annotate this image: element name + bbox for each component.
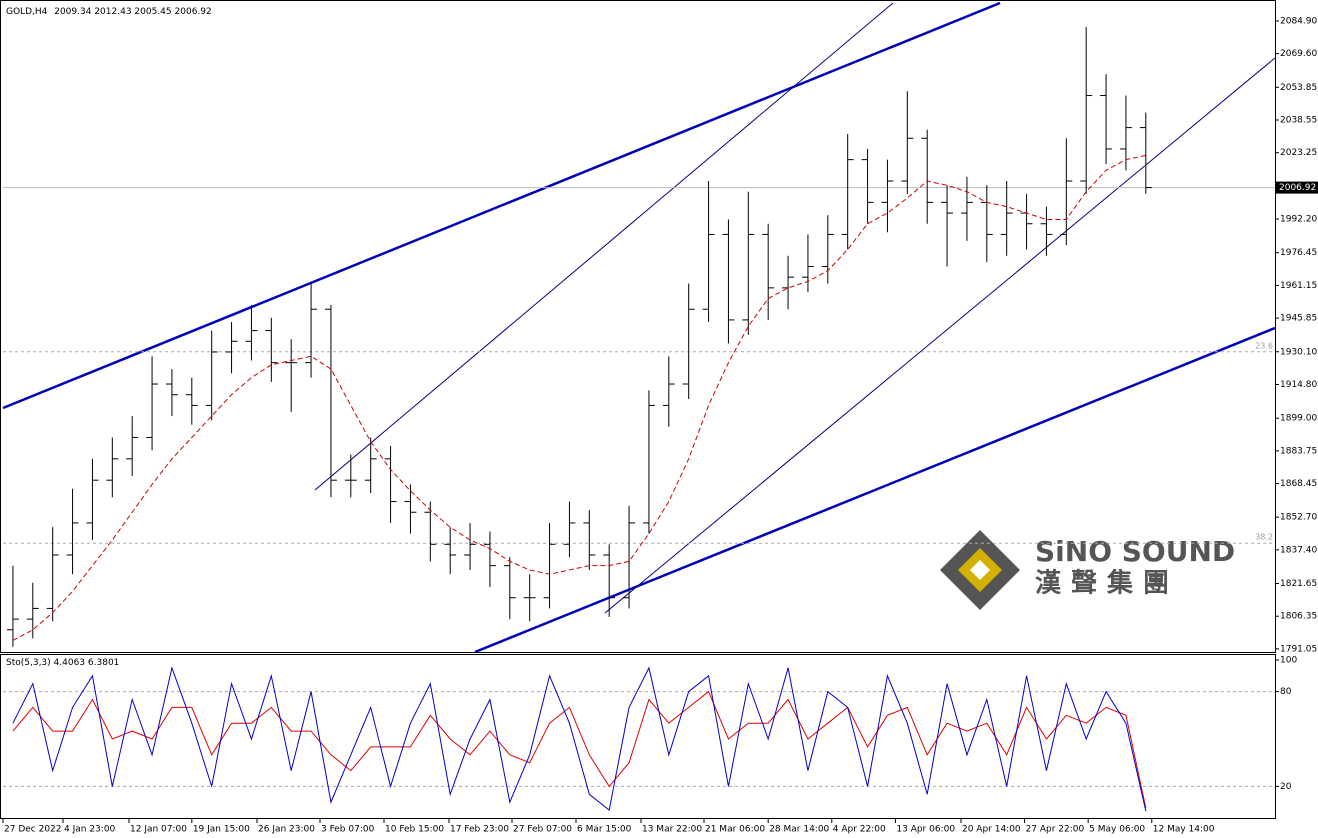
price-tag-label: 2006.92 <box>1279 183 1316 193</box>
quote-low: 2005.45 <box>134 7 171 17</box>
trendline <box>604 57 1275 614</box>
stochastic-line <box>12 666 1147 812</box>
x-tick-label: 6 Mar 15:00 <box>577 825 632 835</box>
x-tick-label: 21 Mar 06:00 <box>705 825 765 835</box>
fib-label: 38.2 <box>1255 533 1273 542</box>
y-tick-label: 1791.05 <box>1280 644 1317 654</box>
y-tick-label: 2069.60 <box>1280 49 1317 59</box>
x-tick-label: 4 Apr 22:00 <box>833 825 886 835</box>
y-tick-label: 1806.35 <box>1280 612 1317 622</box>
y-tick-label: 20 <box>1280 782 1292 792</box>
main-last: 4.4063 <box>54 658 86 668</box>
trendline <box>314 2 894 491</box>
quote-open: 2009.34 <box>54 7 91 17</box>
channel-upper <box>2 1 1001 410</box>
indicator-header: Sto(5,3,3) 4.4063 6.3801 <box>6 658 119 668</box>
y-tick-label: 2053.85 <box>1280 83 1317 93</box>
moving-average <box>12 154 1146 641</box>
y-tick-label: 1837.40 <box>1280 545 1317 555</box>
plot: 23.6 38.2 <box>3 27 1275 647</box>
y-tick-label: 2038.55 <box>1280 115 1317 125</box>
y-tick-label: 1961.15 <box>1280 281 1317 291</box>
logo-core <box>970 560 990 580</box>
chart-header: GOLD,H4 2009.34 2012.43 2005.45 2006.92 <box>6 7 212 17</box>
y-tick-label: 1914.80 <box>1280 380 1317 390</box>
indicator-name: Sto(5,3,3) <box>6 658 51 668</box>
x-tick-label: 27 Dec 2022 <box>4 825 62 835</box>
x-tick-label: 13 Mar 22:00 <box>642 825 702 835</box>
x-tick-label: 13 Apr 06:00 <box>896 825 955 835</box>
x-tick-label: 20 Apr 14:00 <box>962 825 1021 835</box>
y-tick-label: 80 <box>1280 687 1292 697</box>
fib-label: 23.6 <box>1255 341 1273 350</box>
x-tick-label: 27 Feb 07:00 <box>513 825 572 835</box>
symbol: GOLD,H4 <box>6 7 48 17</box>
y-tick-label: 1852.70 <box>1280 513 1317 523</box>
x-tick-label: 12 May 14:00 <box>1153 825 1215 835</box>
indicator-plot <box>3 666 1275 812</box>
x-tick-label: 26 Jan 23:00 <box>258 825 315 835</box>
watermark-name: SiNO SOUND <box>1035 535 1235 568</box>
y-tick-label: 2084.90 <box>1280 16 1317 26</box>
stochastic-line <box>12 690 1147 809</box>
indicator-panel <box>0 654 1276 819</box>
y-tick-label: 100 <box>1280 656 1297 666</box>
y-tick-label: 1883.75 <box>1280 446 1317 456</box>
y-tick-label: 2023.25 <box>1280 148 1317 158</box>
x-tick-label: 3 Feb 07:00 <box>321 825 375 835</box>
quote-close: 2006.92 <box>175 7 212 17</box>
y-tick-label: 1899.00 <box>1280 414 1317 424</box>
price-panel <box>0 0 1276 653</box>
x-tick-label: 10 Feb 15:00 <box>385 825 444 835</box>
x-tick-label: 19 Jan 15:00 <box>193 825 250 835</box>
watermark: SiNO SOUND 漢聲集團 <box>940 530 1235 610</box>
y-tick-label: 1976.45 <box>1280 248 1317 258</box>
y-tick-label: 1868.45 <box>1280 479 1317 489</box>
y-tick-label: 1992.20 <box>1280 215 1317 225</box>
x-tick-label: 27 Apr 22:00 <box>1026 825 1085 835</box>
y-tick-label: 1945.85 <box>1280 314 1317 324</box>
price-tag <box>1276 181 1318 194</box>
x-tick-label: 5 May 06:00 <box>1089 825 1145 835</box>
quote-high: 2012.43 <box>94 7 131 17</box>
watermark-chinese: 漢聲集團 <box>1035 568 1179 599</box>
x-tick-label: 4 Jan 23:00 <box>64 825 116 835</box>
signal-last: 6.3801 <box>88 658 120 668</box>
y-tick-label: 1821.65 <box>1280 579 1317 589</box>
x-tick-label: 28 Mar 14:00 <box>769 825 829 835</box>
trendlines <box>2 1 1275 652</box>
x-tick-label: 12 Jan 07:00 <box>130 825 187 835</box>
y-tick-label: 1930.10 <box>1280 347 1317 357</box>
x-tick-label: 17 Feb 23:00 <box>450 825 509 835</box>
channel-lower <box>474 326 1275 652</box>
